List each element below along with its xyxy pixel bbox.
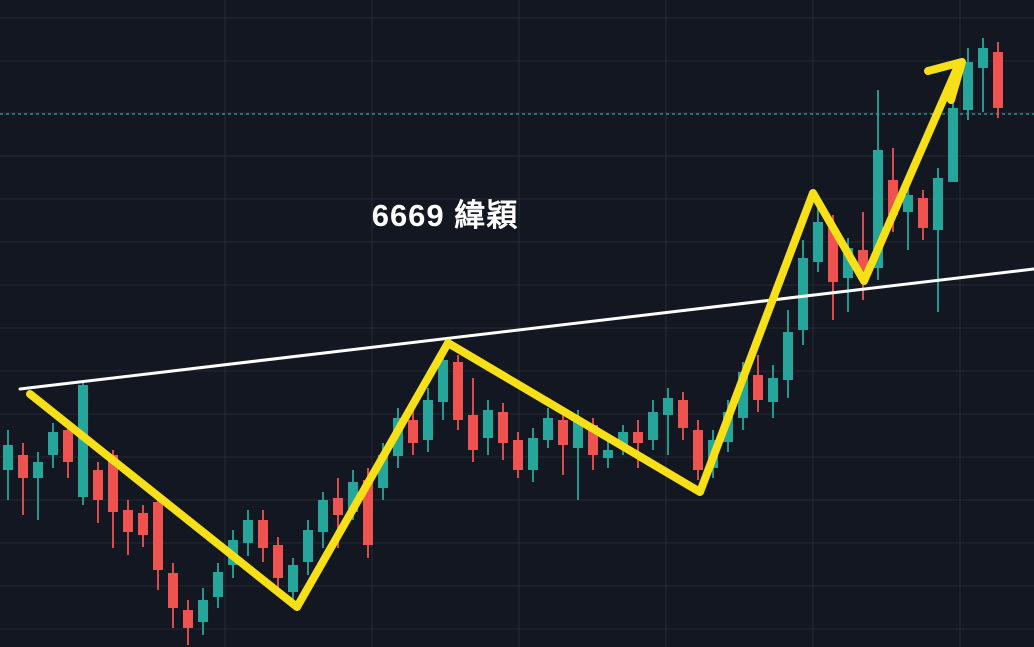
candle-body [408,420,418,443]
candle-body [348,482,358,512]
candle-body [663,398,673,415]
candle-body [918,198,928,228]
candle-body [483,410,493,438]
candle-body [558,420,568,445]
candle-body [18,455,28,478]
candle-body [648,412,658,440]
candle-body [528,438,538,470]
candle-body [273,545,283,578]
candle-body [948,108,958,182]
support-trendline[interactable] [18,267,1034,391]
candle-body [768,378,778,402]
candle-body [633,432,643,443]
candle-body [798,258,808,330]
candle-body [753,375,763,400]
candle-body [678,400,688,428]
candle-body [303,530,313,562]
candle-body [363,480,373,545]
candle-body [3,445,13,470]
candle-body [603,450,613,458]
candle-body [888,180,898,215]
candle-body [993,52,1003,108]
candle-body [828,228,838,282]
candle-body [438,360,448,402]
candle-body [858,250,868,272]
candle-body [318,500,328,532]
candle-body [468,415,478,450]
candle-body [513,440,523,470]
candle-body [693,430,703,470]
candle-body [168,573,178,608]
candle-body [813,222,823,262]
candle-body [738,372,748,418]
candle-body [573,420,583,448]
candle-body [453,362,463,420]
candle-body [843,248,853,278]
candle-body [108,455,118,512]
arrow-head-icon [924,58,966,104]
candle-body [33,462,43,478]
candle-body [48,432,58,455]
candle-body [63,430,73,462]
candle-body [378,455,388,488]
candle-body [783,332,793,380]
candle-body [498,412,508,443]
candle-body [543,418,553,440]
candle-body [138,513,148,535]
candle-body [933,178,943,230]
candle-body [123,510,133,532]
trendline-stroke[interactable] [18,267,1034,391]
zigzag-stroke[interactable] [26,62,962,611]
candle-body [423,400,433,440]
candle-body [243,520,253,543]
candle-body [618,432,628,448]
candle-body [213,572,223,597]
candle-body [978,48,988,68]
candle-body [183,610,193,628]
candle-body [93,470,103,500]
candle-body [963,62,973,110]
candle-body [333,498,343,515]
candle-body [198,600,208,622]
candle-body [588,425,598,455]
candle-body [903,195,913,212]
zigzag-wave-arrow-annotation[interactable] [26,58,966,611]
candle-body [288,565,298,592]
candle-body [873,150,883,268]
candle-body [153,502,163,570]
candle-body [258,520,268,548]
vertical-gridlines [224,0,961,647]
